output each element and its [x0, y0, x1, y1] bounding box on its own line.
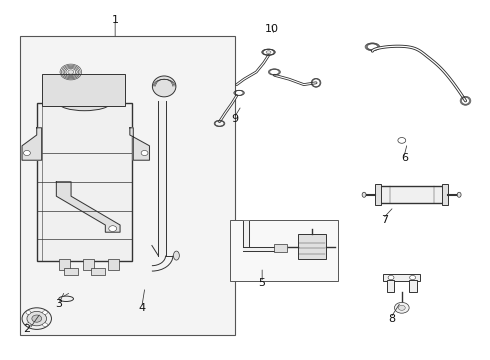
- Text: 1: 1: [112, 15, 119, 25]
- Bar: [59, 259, 70, 270]
- Bar: [64, 268, 78, 275]
- Ellipse shape: [173, 251, 179, 260]
- Bar: [108, 259, 119, 270]
- Ellipse shape: [58, 94, 111, 111]
- Ellipse shape: [457, 192, 461, 197]
- Polygon shape: [243, 221, 249, 247]
- Circle shape: [388, 275, 394, 280]
- Polygon shape: [22, 128, 42, 160]
- Circle shape: [68, 70, 74, 74]
- Bar: [298, 234, 326, 259]
- Bar: [20, 36, 235, 335]
- Circle shape: [141, 150, 148, 156]
- Text: 3: 3: [55, 299, 62, 309]
- Bar: [42, 74, 125, 106]
- Bar: [387, 280, 394, 292]
- Circle shape: [26, 311, 31, 314]
- Circle shape: [32, 315, 42, 322]
- Circle shape: [22, 308, 51, 329]
- Bar: [375, 184, 381, 205]
- Circle shape: [394, 302, 409, 313]
- Bar: [230, 220, 338, 281]
- Circle shape: [27, 311, 47, 326]
- Ellipse shape: [362, 192, 366, 197]
- Bar: [409, 280, 416, 292]
- Polygon shape: [56, 182, 120, 232]
- Circle shape: [24, 150, 30, 156]
- Circle shape: [43, 311, 48, 314]
- Circle shape: [26, 323, 31, 327]
- Text: 6: 6: [401, 153, 408, 163]
- Bar: [37, 103, 132, 261]
- Ellipse shape: [152, 76, 176, 97]
- Circle shape: [43, 323, 48, 327]
- Ellipse shape: [266, 51, 271, 54]
- Text: 9: 9: [232, 114, 239, 124]
- Text: 4: 4: [139, 303, 146, 313]
- Text: 8: 8: [389, 314, 395, 324]
- Bar: [442, 184, 448, 205]
- Text: 5: 5: [259, 278, 266, 288]
- Text: 7: 7: [381, 215, 388, 225]
- Text: 10: 10: [265, 24, 279, 34]
- Polygon shape: [130, 128, 149, 160]
- Bar: [383, 274, 420, 281]
- Circle shape: [410, 275, 416, 280]
- Text: 2: 2: [24, 324, 30, 334]
- Polygon shape: [158, 101, 166, 256]
- Ellipse shape: [59, 296, 74, 302]
- Circle shape: [398, 138, 406, 143]
- Circle shape: [398, 305, 405, 310]
- Bar: [380, 186, 443, 203]
- Polygon shape: [243, 247, 274, 251]
- Bar: [91, 268, 105, 275]
- Circle shape: [109, 226, 117, 231]
- Bar: [83, 259, 94, 270]
- Bar: [274, 244, 287, 252]
